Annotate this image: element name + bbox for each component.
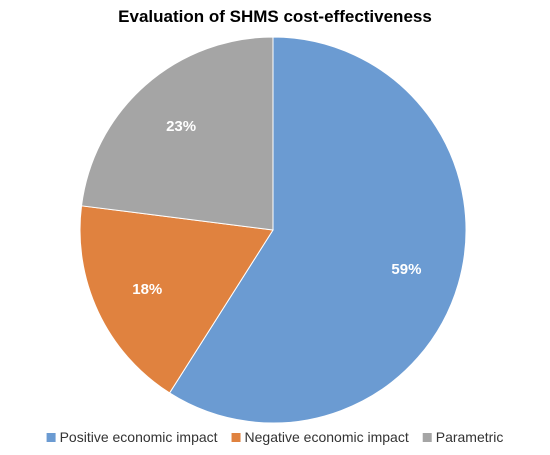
legend-swatch-0 bbox=[46, 433, 56, 442]
slice-label-1: 18% bbox=[132, 281, 162, 298]
pie-slice-1 bbox=[79, 205, 274, 394]
legend-swatch-2 bbox=[422, 433, 432, 442]
slice-label-0: 59% bbox=[391, 261, 421, 278]
slice-label-2: 23% bbox=[166, 118, 196, 135]
legend-item-0: Positive economic impact bbox=[46, 429, 218, 445]
legend: Positive economic impact Negative economi… bbox=[46, 429, 504, 445]
chart-title: Evaluation of SHMS cost-effectiveness bbox=[118, 7, 432, 26]
legend-item-2: Parametric bbox=[422, 429, 504, 445]
legend-item-1: Negative economic impact bbox=[231, 429, 409, 445]
pie-slice-0 bbox=[168, 36, 467, 424]
slice-labels: 59% 18% 23% bbox=[132, 118, 421, 298]
legend-label-0: Positive economic impact bbox=[60, 429, 218, 445]
legend-label-2: Parametric bbox=[436, 429, 504, 445]
legend-label-1: Negative economic impact bbox=[245, 429, 409, 445]
pie-slice-2 bbox=[80, 36, 274, 231]
legend-swatch-1 bbox=[231, 433, 241, 442]
pie-slices bbox=[79, 36, 467, 424]
